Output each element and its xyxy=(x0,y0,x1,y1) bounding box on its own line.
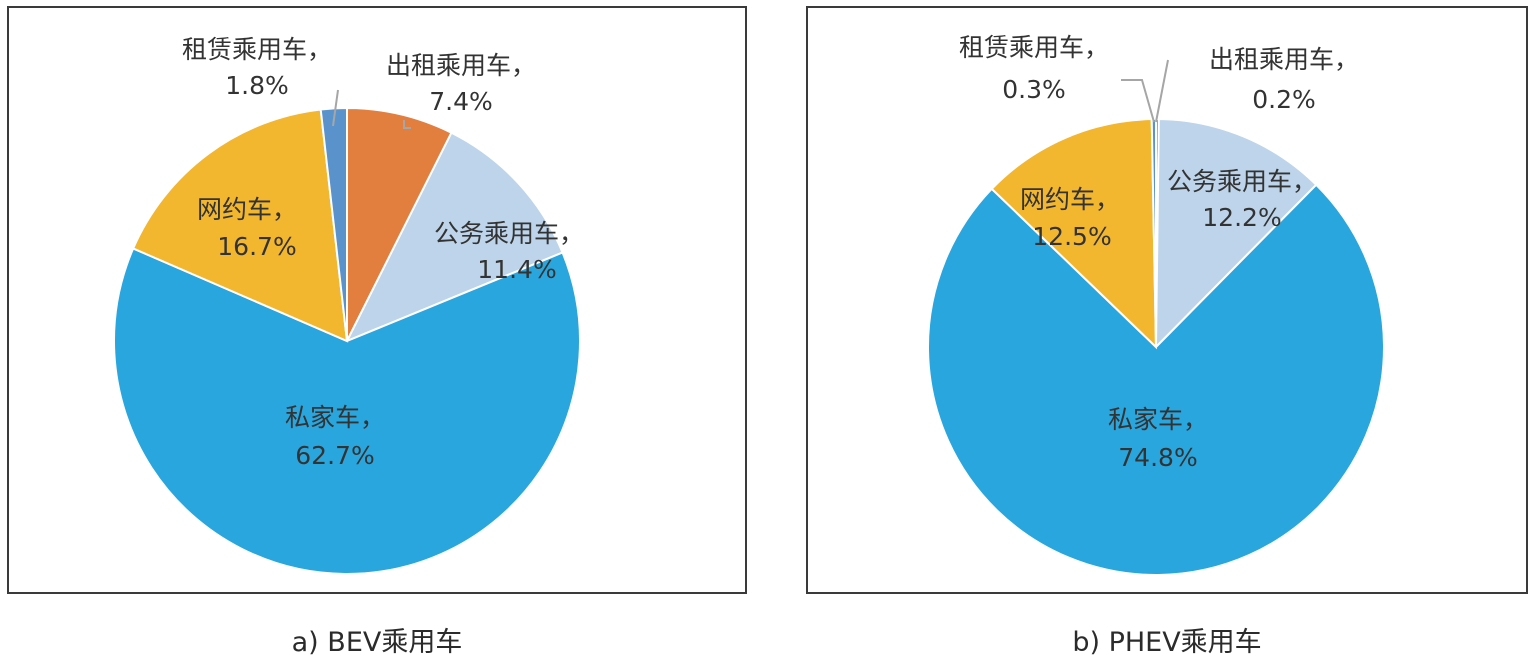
bev-slice-4 xyxy=(319,106,348,342)
bev-slice-3 xyxy=(131,108,349,343)
bev-slice-value-3: 16.7% xyxy=(217,232,296,261)
phev-slice-value-0: 0.2% xyxy=(1252,85,1316,114)
phev-slice-2 xyxy=(927,183,1385,576)
phev-leader-line-4 xyxy=(1121,79,1155,123)
caption-bev: a) BEV乘用车 xyxy=(291,627,463,658)
pie-panel-bev: 出租乘用车， 7.4% 公务乘用车， 11.4% 私家车， 62.7% 网约车， 16.7% 租… xyxy=(7,6,747,594)
pie-chart-phev: 出租乘用车， 0.2% 公务乘用车， 12.2% 私家车， 74.8% 网约车， 12.5% 租… xyxy=(927,33,1385,576)
bev-slice-label-1: 公务乘用车， xyxy=(434,219,584,248)
phev-slice-label-0: 出租乘用车， xyxy=(1209,45,1359,74)
bev-slice-value-0: 7.4% xyxy=(429,87,493,116)
bev-slice-label-3: 网约车， xyxy=(197,195,297,224)
bev-slice-value-2: 62.7% xyxy=(295,441,374,470)
bev-leader-line-0 xyxy=(403,120,411,129)
phev-slice-label-4: 租赁乘用车， xyxy=(959,33,1109,62)
bev-leader-line-4 xyxy=(332,89,339,127)
caption-phev: b) PHEV乘用车 xyxy=(1072,627,1262,658)
bev-slice-value-4: 1.8% xyxy=(225,71,289,100)
bev-slice-0 xyxy=(346,106,453,342)
phev-slice-1 xyxy=(1154,118,1318,350)
pie-chart-bev: 出租乘用车， 7.4% 公务乘用车， 11.4% 私家车， 62.7% 网约车， 16.7% 租… xyxy=(113,35,584,575)
pie-panel-phev: 出租乘用车， 0.2% 公务乘用车， 12.2% 私家车， 74.8% 网约车， 12.5% 租… xyxy=(806,6,1528,594)
phev-slice-label-1: 公务乘用车， xyxy=(1167,167,1317,196)
bev-slice-label-0: 出租乘用车， xyxy=(386,51,536,80)
phev-slice-value-1: 12.2% xyxy=(1202,203,1281,232)
phev-leader-line-0 xyxy=(1155,59,1169,123)
bev-slice-label-2: 私家车， xyxy=(285,403,385,432)
phev-slice-3 xyxy=(990,118,1158,350)
phev-slice-label-2: 私家车， xyxy=(1108,405,1208,434)
bev-slice-1 xyxy=(344,131,564,343)
bev-slice-2 xyxy=(113,247,581,575)
bev-slice-label-4: 租赁乘用车， xyxy=(182,35,332,64)
phev-slice-value-3: 12.5% xyxy=(1032,222,1111,251)
phev-slice-value-2: 74.8% xyxy=(1118,443,1197,472)
phev-slice-label-3: 网约车， xyxy=(1020,185,1120,214)
bev-slice-value-1: 11.4% xyxy=(477,255,556,284)
phev-slice-value-4: 0.3% xyxy=(1002,75,1066,104)
